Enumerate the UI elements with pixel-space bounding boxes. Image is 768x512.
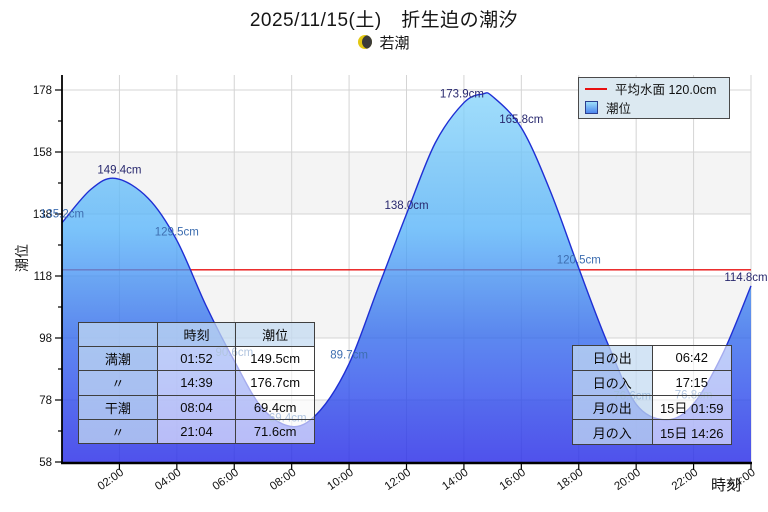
svg-text:149.4cm: 149.4cm xyxy=(97,165,141,177)
svg-text:178: 178 xyxy=(33,85,52,97)
table-row: 時刻 潮位 xyxy=(78,321,315,348)
table-row: 日の出 06:42 xyxy=(572,345,732,371)
svg-text:20:00: 20:00 xyxy=(612,467,642,493)
table-cell: 日の入 xyxy=(572,369,653,396)
table-row: 月の出 15日 01:59 xyxy=(572,394,732,421)
legend-mean-label: 平均水面 120.0cm xyxy=(615,83,717,97)
svg-text:16:00: 16:00 xyxy=(498,467,528,493)
page-title: 2025/11/15(土) 折生迫の潮汐 xyxy=(249,10,519,31)
svg-text:114.8cm: 114.8cm xyxy=(724,272,767,284)
x-axis-title: 時刻 xyxy=(711,477,742,494)
table-cell: 満潮 xyxy=(78,346,158,372)
svg-text:18:00: 18:00 xyxy=(555,467,585,493)
table-cell: 17:15 xyxy=(651,369,732,396)
svg-text:58: 58 xyxy=(39,457,52,469)
mean-line-icon xyxy=(585,87,607,90)
table-cell: 月の出 xyxy=(572,394,653,421)
legend-mean-water: 平均水面 120.0cm xyxy=(585,79,723,98)
svg-text:118: 118 xyxy=(34,271,52,283)
legend-tide-level: 潮位 xyxy=(585,98,723,117)
chart-legend: 平均水面 120.0cm 潮位 xyxy=(578,77,730,119)
table-cell: 日の出 xyxy=(572,345,653,371)
table-cell: 14:39 xyxy=(156,370,237,396)
table-cell: 06:42 xyxy=(651,345,732,371)
table-cell: 149.5cm xyxy=(235,346,315,372)
table-cell: 時刻 xyxy=(156,321,237,348)
svg-text:173.9cm: 173.9cm xyxy=(440,89,484,101)
svg-text:14:00: 14:00 xyxy=(440,467,470,493)
table-row: 日の入 17:15 xyxy=(572,369,732,396)
table-cell: 71.6cm xyxy=(235,418,315,445)
svg-text:129.5cm: 129.5cm xyxy=(155,226,199,238)
svg-text:02:00: 02:00 xyxy=(96,467,126,493)
svg-text:06:00: 06:00 xyxy=(211,467,241,493)
svg-text:138: 138 xyxy=(33,209,52,221)
table-cell: 01:52 xyxy=(156,346,237,372)
table-cell: 08:04 xyxy=(156,394,237,420)
moon-phase-label: 若潮 xyxy=(379,34,410,52)
svg-text:10:00: 10:00 xyxy=(325,467,355,493)
table-cell: 69.4cm xyxy=(235,394,315,420)
table-cell: 15日 14:26 xyxy=(651,419,732,445)
table-cell: 月の入 xyxy=(572,419,653,445)
moon-phase-icon xyxy=(358,35,373,49)
table-row: 満潮 01:52 149.5cm xyxy=(78,346,315,372)
svg-text:22:00: 22:00 xyxy=(670,467,700,493)
svg-text:89.7cm: 89.7cm xyxy=(330,350,368,362)
svg-text:98: 98 xyxy=(39,333,52,345)
table-cell: 〃 xyxy=(78,418,158,445)
table-row: 〃 14:39 176.7cm xyxy=(78,370,315,396)
moon-phase-row: 若潮 xyxy=(0,33,768,52)
tide-swatch-icon xyxy=(585,101,598,114)
svg-text:165.8cm: 165.8cm xyxy=(499,114,543,126)
table-cell: 〃 xyxy=(78,370,158,396)
svg-text:08:00: 08:00 xyxy=(268,467,298,493)
svg-text:135.2cm: 135.2cm xyxy=(40,209,84,221)
table-cell: 21:04 xyxy=(156,418,237,445)
table-cell: 176.7cm xyxy=(235,370,315,396)
table-row: 月の入 15日 14:26 xyxy=(572,419,732,445)
table-cell xyxy=(78,321,158,348)
table-row: 〃 21:04 71.6cm xyxy=(78,418,315,445)
table-cell: 潮位 xyxy=(235,321,315,348)
y-axis-title: 潮位 xyxy=(14,244,30,272)
table-cell: 干潮 xyxy=(78,394,158,420)
legend-tide-label: 潮位 xyxy=(606,102,632,116)
svg-text:04:00: 04:00 xyxy=(153,467,183,493)
table-cell: 15日 01:59 xyxy=(651,394,732,421)
svg-text:12:00: 12:00 xyxy=(383,467,413,493)
svg-text:120.5cm: 120.5cm xyxy=(557,254,601,266)
svg-text:138.0cm: 138.0cm xyxy=(384,200,428,212)
svg-text:158: 158 xyxy=(33,147,52,159)
svg-text:78: 78 xyxy=(39,395,52,407)
sun-moon-table: 日の出 06:42 日の入 17:15 月の出 15日 01:59 月の入 15日 14:26 xyxy=(572,345,732,445)
table-row: 干潮 08:04 69.4cm xyxy=(78,394,315,420)
tide-table: 時刻 潮位 満潮 01:52 149.5cm 〃 14:39 176.7cm 干潮 08:04 69… xyxy=(78,321,315,445)
